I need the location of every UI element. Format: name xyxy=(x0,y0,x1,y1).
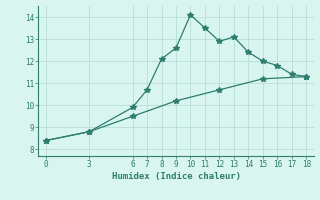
X-axis label: Humidex (Indice chaleur): Humidex (Indice chaleur) xyxy=(111,172,241,181)
